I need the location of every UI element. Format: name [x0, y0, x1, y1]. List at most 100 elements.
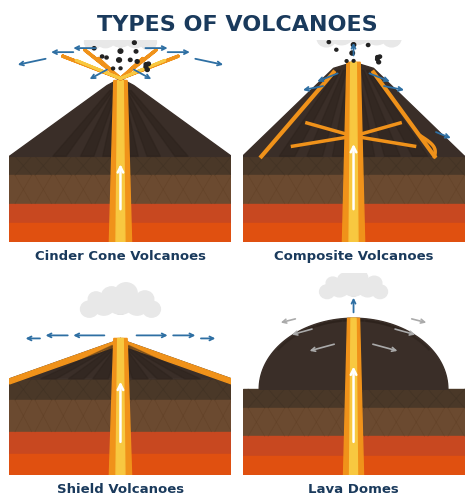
Circle shape: [367, 276, 382, 290]
Bar: [243, 156, 465, 176]
Text: TYPES OF VOLCANOES: TYPES OF VOLCANOES: [97, 15, 377, 35]
Circle shape: [375, 58, 379, 61]
Circle shape: [146, 62, 150, 66]
Polygon shape: [109, 338, 132, 475]
Polygon shape: [349, 62, 358, 242]
Circle shape: [116, 18, 136, 37]
Circle shape: [92, 46, 96, 50]
Polygon shape: [120, 90, 138, 156]
Polygon shape: [124, 90, 160, 156]
Polygon shape: [103, 90, 120, 156]
Circle shape: [91, 26, 106, 40]
Bar: [9, 176, 231, 204]
Circle shape: [317, 30, 336, 47]
Circle shape: [144, 65, 148, 68]
Circle shape: [95, 30, 116, 48]
Circle shape: [339, 15, 360, 34]
Circle shape: [103, 22, 121, 38]
Bar: [9, 204, 231, 224]
Circle shape: [375, 20, 394, 36]
Polygon shape: [128, 90, 188, 156]
Bar: [9, 156, 231, 176]
Circle shape: [135, 60, 139, 64]
Polygon shape: [53, 90, 113, 156]
Circle shape: [132, 41, 137, 44]
Polygon shape: [9, 78, 231, 156]
Circle shape: [105, 56, 108, 59]
Polygon shape: [116, 80, 125, 242]
Circle shape: [143, 301, 160, 317]
Polygon shape: [9, 338, 231, 384]
Polygon shape: [116, 338, 125, 475]
Polygon shape: [81, 90, 117, 156]
Polygon shape: [259, 318, 448, 389]
Circle shape: [327, 40, 330, 43]
Bar: [243, 389, 465, 408]
Circle shape: [136, 291, 154, 307]
Circle shape: [81, 301, 98, 317]
Circle shape: [344, 16, 374, 44]
Circle shape: [352, 60, 355, 62]
Circle shape: [341, 274, 366, 296]
Circle shape: [358, 280, 377, 297]
Text: Composite Volcanoes: Composite Volcanoes: [274, 250, 433, 264]
Circle shape: [84, 35, 100, 50]
Text: Shield Volcanoes: Shield Volcanoes: [57, 483, 184, 496]
Circle shape: [330, 280, 349, 297]
Polygon shape: [41, 346, 115, 379]
Circle shape: [326, 277, 339, 289]
Circle shape: [346, 282, 361, 296]
Circle shape: [111, 67, 115, 70]
Bar: [9, 379, 231, 400]
Circle shape: [112, 32, 128, 47]
Polygon shape: [344, 318, 364, 475]
Circle shape: [377, 60, 381, 64]
Circle shape: [106, 288, 135, 314]
Bar: [9, 224, 231, 242]
Circle shape: [366, 44, 370, 46]
Bar: [243, 408, 465, 436]
Circle shape: [345, 60, 348, 62]
Polygon shape: [355, 70, 374, 156]
Text: Lava Domes: Lava Domes: [308, 483, 399, 496]
Circle shape: [365, 35, 368, 38]
Circle shape: [111, 298, 129, 314]
Circle shape: [134, 50, 138, 53]
Polygon shape: [127, 346, 201, 379]
Bar: [243, 176, 465, 204]
Bar: [9, 400, 231, 432]
Circle shape: [100, 55, 104, 58]
Circle shape: [118, 49, 123, 54]
Bar: [9, 454, 231, 475]
Circle shape: [383, 30, 401, 47]
Circle shape: [101, 287, 121, 305]
Polygon shape: [342, 62, 365, 242]
Bar: [243, 224, 465, 242]
Polygon shape: [360, 70, 400, 156]
Circle shape: [144, 62, 148, 66]
Circle shape: [351, 42, 356, 46]
Circle shape: [319, 285, 335, 298]
Circle shape: [350, 51, 355, 55]
Circle shape: [330, 24, 353, 45]
Circle shape: [126, 295, 148, 315]
Polygon shape: [68, 346, 118, 379]
Polygon shape: [109, 80, 132, 242]
Circle shape: [350, 26, 368, 44]
Circle shape: [119, 67, 122, 70]
Circle shape: [325, 20, 342, 35]
Text: Cinder Cone Volcanoes: Cinder Cone Volcanoes: [35, 250, 206, 264]
Circle shape: [376, 56, 379, 58]
Polygon shape: [121, 346, 148, 379]
Circle shape: [353, 11, 376, 32]
Polygon shape: [366, 70, 428, 156]
Bar: [243, 436, 465, 456]
Circle shape: [373, 285, 388, 298]
Circle shape: [117, 58, 121, 62]
Circle shape: [88, 292, 104, 306]
Circle shape: [378, 55, 382, 58]
Circle shape: [365, 24, 388, 45]
Polygon shape: [307, 70, 346, 156]
Bar: [243, 204, 465, 224]
Polygon shape: [93, 346, 120, 379]
